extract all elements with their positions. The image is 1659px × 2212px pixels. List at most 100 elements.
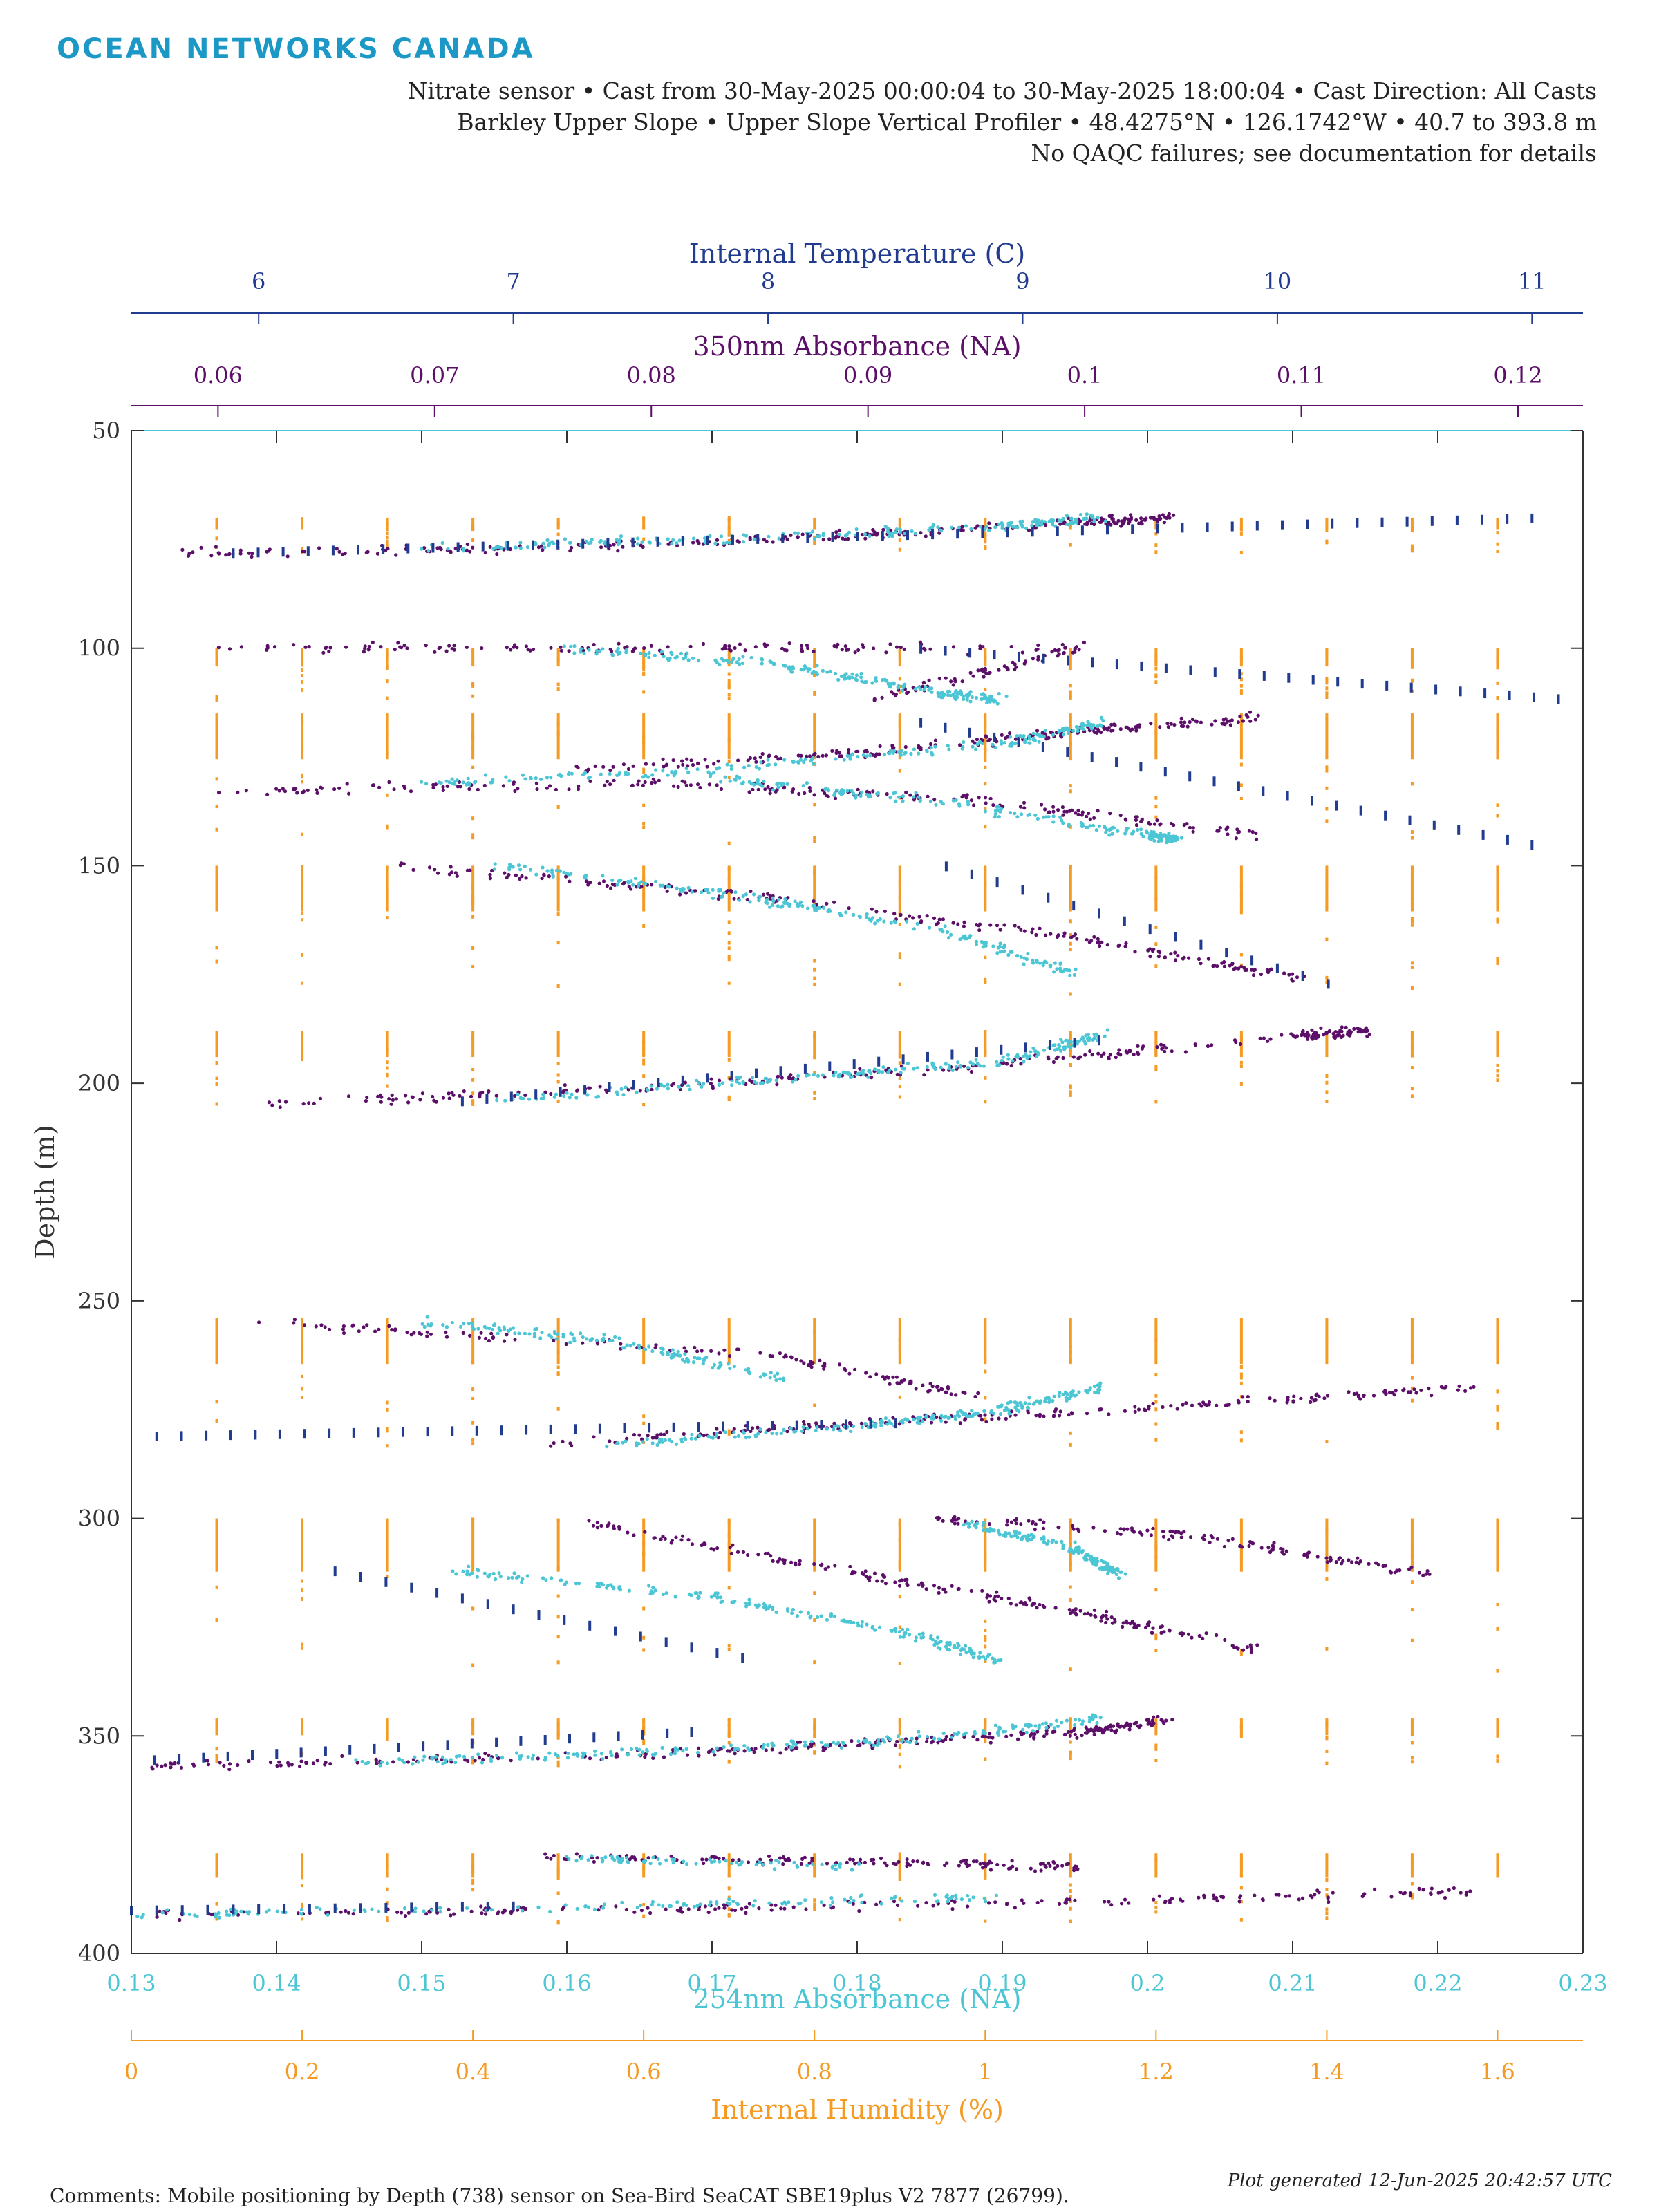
abs350-point bbox=[1429, 1891, 1433, 1895]
abs254-point bbox=[924, 685, 928, 689]
humidity-point bbox=[1239, 1060, 1243, 1065]
humidity-point bbox=[1325, 678, 1329, 682]
abs350-point bbox=[577, 785, 581, 789]
abs350-point bbox=[769, 1858, 774, 1862]
humidity-point bbox=[386, 1074, 389, 1078]
abs254-point bbox=[838, 912, 842, 916]
abs254-point bbox=[552, 541, 556, 546]
abs350-point bbox=[1013, 737, 1018, 741]
humidity-point bbox=[642, 767, 646, 771]
abs350-point bbox=[874, 752, 879, 756]
abs254-point bbox=[775, 782, 779, 786]
abs254-point bbox=[1006, 1053, 1010, 1057]
humidity-point bbox=[1239, 1900, 1243, 1904]
abs254-point bbox=[810, 529, 814, 534]
abs350-point bbox=[1190, 1403, 1194, 1407]
abs350-point bbox=[1159, 1718, 1163, 1722]
abs350-point bbox=[1019, 1062, 1023, 1066]
abs350-point bbox=[1038, 926, 1042, 930]
abs254-point bbox=[500, 546, 504, 550]
abs350-point bbox=[1161, 1405, 1165, 1409]
abs254-point bbox=[950, 525, 954, 529]
humidity-point bbox=[471, 1518, 475, 1572]
abs350-point bbox=[771, 1559, 775, 1563]
abs350-point bbox=[626, 767, 631, 771]
abs254-point bbox=[946, 744, 950, 748]
abs350-point bbox=[1098, 1407, 1102, 1412]
abs350-point bbox=[761, 892, 766, 897]
humidity-point bbox=[1410, 1087, 1414, 1091]
abs350-point bbox=[665, 1430, 669, 1434]
abs350-point bbox=[646, 1906, 650, 1910]
abs350-point bbox=[1134, 823, 1138, 827]
humidity-point bbox=[898, 1055, 901, 1059]
abs350-point bbox=[1221, 722, 1226, 726]
abs254-point bbox=[518, 1096, 523, 1100]
abs254-point bbox=[491, 547, 496, 551]
humidity-point bbox=[301, 1904, 304, 1909]
humidity-point bbox=[471, 1881, 475, 1885]
abs254-point bbox=[585, 1093, 590, 1097]
humidity-point bbox=[1069, 941, 1072, 946]
abs350-point bbox=[993, 1599, 997, 1603]
abs350-point bbox=[1202, 1533, 1206, 1537]
abs254-point bbox=[492, 867, 497, 871]
abs350-point bbox=[983, 1861, 987, 1865]
abs350-point bbox=[1149, 722, 1153, 726]
abs350-point bbox=[800, 532, 805, 536]
abs254-point bbox=[881, 1065, 885, 1069]
abs350-point bbox=[748, 537, 752, 542]
abs350-point bbox=[456, 785, 460, 789]
abs350-point bbox=[1062, 931, 1067, 935]
abs350-point bbox=[419, 1332, 424, 1336]
abs350-point bbox=[1058, 1414, 1062, 1418]
abs350-point bbox=[758, 1351, 762, 1355]
abs350-point bbox=[277, 1760, 281, 1764]
abs254-point bbox=[794, 1078, 798, 1082]
humidity-point bbox=[1154, 550, 1158, 554]
abs350-point bbox=[1199, 962, 1203, 966]
abs254-point bbox=[954, 1065, 958, 1069]
abs350-point bbox=[812, 649, 816, 654]
abs254-point bbox=[947, 1063, 951, 1067]
abs350-point bbox=[678, 1087, 683, 1092]
abs350-point bbox=[1133, 1409, 1137, 1414]
abs350-point bbox=[1123, 516, 1127, 521]
abs350-point bbox=[1314, 1393, 1318, 1398]
humidity-point bbox=[1410, 679, 1414, 683]
abs350-point bbox=[465, 548, 469, 552]
humidity-point bbox=[215, 517, 218, 530]
humidity-point bbox=[1410, 1066, 1414, 1070]
abs350-point bbox=[1029, 1866, 1033, 1871]
humidity-point bbox=[898, 517, 901, 530]
abs254-point bbox=[974, 942, 979, 946]
humidity-point bbox=[1239, 1064, 1243, 1068]
humidity-point bbox=[813, 967, 816, 971]
humidity-point bbox=[386, 679, 389, 684]
abs254-point bbox=[462, 547, 466, 551]
abs350-point bbox=[641, 545, 645, 550]
abs350-point bbox=[791, 1905, 796, 1909]
humidity-point bbox=[556, 1718, 560, 1736]
abs350-point bbox=[604, 1088, 608, 1092]
abs254-point bbox=[1040, 523, 1044, 527]
abs350-point bbox=[1173, 958, 1178, 962]
abs350-point bbox=[437, 646, 441, 650]
abs350-point bbox=[1093, 1613, 1097, 1618]
abs350-point bbox=[247, 551, 251, 555]
abs350-point bbox=[1362, 1892, 1367, 1896]
abs254-point bbox=[424, 782, 429, 786]
abs254-point bbox=[615, 1092, 620, 1096]
abs254-point bbox=[719, 895, 723, 899]
abs350-point bbox=[1159, 1631, 1163, 1635]
abs350-point bbox=[816, 754, 821, 759]
abs350-point bbox=[1123, 1897, 1127, 1902]
humidity-point bbox=[215, 1418, 218, 1423]
abs254-point bbox=[844, 910, 848, 915]
abs350-point bbox=[528, 648, 532, 653]
abs350-point bbox=[1080, 813, 1084, 817]
abs350-point bbox=[643, 780, 647, 785]
abs254-point bbox=[939, 1065, 943, 1069]
humidity-point bbox=[1496, 1318, 1499, 1365]
humidity-point bbox=[1239, 953, 1243, 957]
